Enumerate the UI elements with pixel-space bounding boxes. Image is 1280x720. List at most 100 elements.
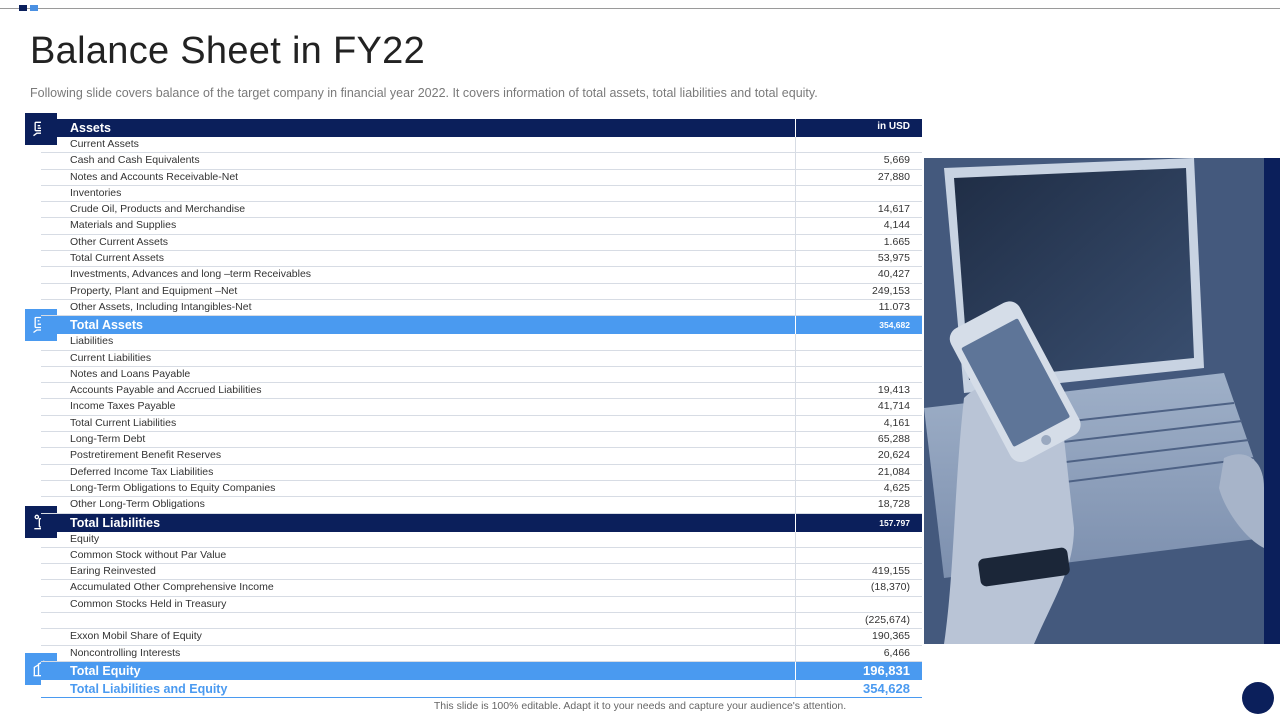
row-label: Accumulated Other Comprehensive Income	[41, 580, 796, 596]
total-liabilities-and-equity-label: Total Liabilities and Equity	[41, 679, 796, 697]
row-value	[796, 367, 922, 382]
table-row: Other Long-Term Obligations 18,728	[41, 497, 922, 514]
table-row: Inventories	[41, 185, 922, 203]
row-label: Earing Reinvested	[41, 564, 796, 580]
table-row: Cash and Cash Equivalents 5,669	[41, 153, 922, 170]
laptop-phone-photo	[924, 158, 1264, 644]
row-value: 1.665	[883, 235, 910, 248]
table-row: Other Current Assets 1.665	[41, 234, 922, 252]
table-row: Common Stocks Held in Treasury	[41, 596, 922, 614]
row-value	[796, 334, 922, 349]
row-value: 20,624	[877, 449, 910, 462]
table-row: Noncontrolling Interests 6,466	[41, 645, 922, 662]
photo-accent-bar	[1264, 158, 1280, 644]
row-label: Postretirement Benefit Reserves	[41, 448, 796, 464]
table-row: Current Liabilities	[41, 350, 922, 367]
row-value	[796, 548, 922, 563]
table-row: Notes and Loans Payable	[41, 366, 922, 384]
top-accent-light	[30, 5, 38, 11]
table-row: Long-Term Debt 65,288	[41, 432, 922, 449]
row-label: Long-Term Obligations to Equity Companie…	[41, 480, 796, 497]
row-value: 249,153	[872, 284, 910, 297]
row-value: 4,161	[883, 416, 910, 429]
table-row: Common Stock without Par Value	[41, 547, 922, 565]
row-value: 4,144	[883, 219, 910, 232]
row-label: Other Long-Term Obligations	[41, 497, 796, 513]
top-divider	[0, 8, 1280, 9]
table-row: (225,674)	[41, 613, 922, 630]
total-liabilities-label: Total Liabilities	[41, 513, 796, 532]
row-label: Inventories	[41, 185, 796, 202]
row-value: 65,288	[877, 433, 910, 446]
row-value: 18,728	[877, 498, 910, 511]
row-label: Accounts Payable and Accrued Liabilities	[41, 383, 796, 399]
assets-header-row: Assets in USD	[41, 119, 922, 137]
table-row: Other Assets, Including Intangibles-Net 1…	[41, 299, 922, 317]
row-value: 190,365	[872, 630, 910, 643]
total-equity-row: Total Equity 196,831	[41, 661, 922, 680]
row-value: 53,975	[877, 252, 910, 265]
row-value: 19,413	[877, 384, 910, 397]
total-assets-value: 354,682	[879, 320, 910, 331]
row-label: Cash and Cash Equivalents	[41, 153, 796, 169]
row-value	[796, 186, 922, 201]
total-liabilities-and-equity-value: 354,628	[863, 680, 910, 696]
total-liabilities-row: Total Liabilities 157.797	[41, 513, 922, 532]
table-row: Liabilities	[41, 334, 922, 351]
table-row: Materials and Supplies 4,144	[41, 218, 922, 235]
total-liabilities-and-equity-row: Total Liabilities and Equity 354,628	[41, 679, 922, 698]
row-label: Total Current Liabilities	[41, 415, 796, 432]
row-label: Crude Oil, Products and Merchandise	[41, 202, 796, 218]
total-equity-label: Total Equity	[41, 661, 796, 680]
row-value: 40,427	[877, 268, 910, 281]
total-equity-value: 196,831	[863, 662, 910, 678]
assets-header-label: Assets	[41, 119, 796, 137]
table-row: Exxon Mobil Share of Equity 190,365	[41, 629, 922, 646]
table-row: Total Current Assets 53,975	[41, 251, 922, 268]
row-label: Liabilities	[41, 334, 796, 350]
row-label: Noncontrolling Interests	[41, 645, 796, 661]
total-liabilities-value: 157.797	[879, 517, 910, 528]
row-value: (225,674)	[865, 614, 910, 627]
row-value: 5,669	[883, 154, 910, 167]
row-value: 41,714	[877, 400, 910, 413]
row-value	[796, 532, 922, 547]
table-row: Income Taxes Payable 41,714	[41, 399, 922, 416]
row-label: Other Current Assets	[41, 234, 796, 251]
row-value: 4,625	[883, 481, 910, 494]
row-label: Property, Plant and Equipment –Net	[41, 283, 796, 299]
table-row: Accumulated Other Comprehensive Income (1…	[41, 580, 922, 597]
unit-label: in USD	[877, 121, 910, 132]
table-row: Postretirement Benefit Reserves 20,624	[41, 448, 922, 465]
table-row: Notes and Accounts Receivable-Net 27,880	[41, 169, 922, 186]
row-label: Common Stock without Par Value	[41, 547, 796, 564]
row-value: 11.073	[878, 300, 910, 313]
page-title: Balance Sheet in FY22	[30, 30, 426, 72]
balance-sheet-table: Assets in USD Current Assets Cash and Cas…	[41, 119, 922, 698]
table-row: Long-Term Obligations to Equity Companie…	[41, 480, 922, 498]
row-value: 419,155	[872, 565, 910, 578]
row-label: Common Stocks Held in Treasury	[41, 596, 796, 613]
table-row: Property, Plant and Equipment –Net 249,15…	[41, 283, 922, 300]
row-label: Long-Term Debt	[41, 432, 796, 448]
page-subtitle: Following slide covers balance of the ta…	[30, 86, 818, 100]
row-value: (18,370)	[870, 581, 910, 594]
corner-dot	[1242, 682, 1274, 714]
total-assets-label: Total Assets	[41, 316, 796, 335]
row-value: 14,617	[877, 203, 910, 216]
row-value	[796, 597, 922, 612]
row-label: Notes and Accounts Receivable-Net	[41, 169, 796, 185]
table-row: Crude Oil, Products and Merchandise 14,61…	[41, 202, 922, 219]
row-label: Income Taxes Payable	[41, 399, 796, 415]
table-row: Current Assets	[41, 137, 922, 154]
row-label: Notes and Loans Payable	[41, 366, 796, 383]
row-label: Current Liabilities	[41, 350, 796, 366]
row-value: 21,084	[877, 465, 910, 478]
total-assets-row: Total Assets 354,682	[41, 316, 922, 335]
row-label: Other Assets, Including Intangibles-Net	[41, 299, 796, 316]
table-row: Accounts Payable and Accrued Liabilities…	[41, 383, 922, 400]
table-row: Investments, Advances and long –term Rec…	[41, 267, 922, 284]
row-label: Materials and Supplies	[41, 218, 796, 234]
table-row: Earing Reinvested 419,155	[41, 564, 922, 581]
row-value: 6,466	[883, 646, 910, 659]
